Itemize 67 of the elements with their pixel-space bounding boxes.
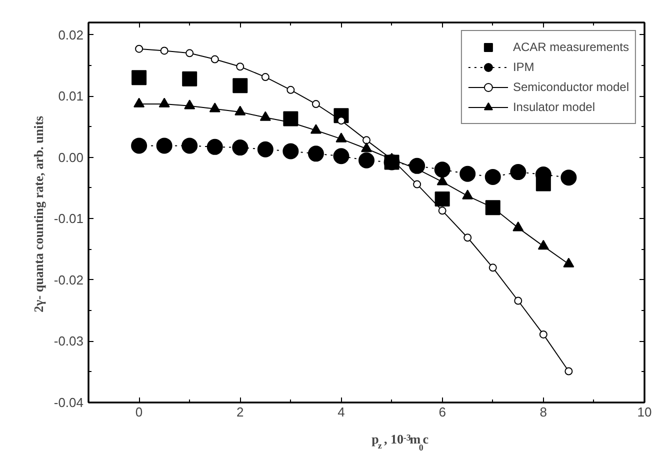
- y-tick-label: 0.00: [58, 150, 84, 165]
- point: [337, 116, 346, 125]
- point: [232, 78, 248, 94]
- point: [282, 143, 299, 160]
- y-tick-label: -0.04: [54, 395, 84, 410]
- point: [209, 102, 220, 112]
- y-tick-label: -0.01: [54, 211, 84, 226]
- point: [308, 146, 324, 162]
- legend-label: IPM: [512, 59, 534, 75]
- point: [538, 240, 549, 250]
- point: [236, 62, 244, 71]
- point: [358, 152, 374, 168]
- point: [564, 367, 573, 376]
- point: [312, 100, 320, 108]
- point: [362, 136, 370, 144]
- point: [261, 73, 270, 82]
- y-axis-title: 2γ- quanta counting rate, arb. units: [30, 116, 46, 312]
- point: [462, 190, 474, 200]
- point: [210, 55, 219, 64]
- point: [464, 234, 472, 242]
- point: [438, 206, 446, 215]
- legend-label: ACAR measurements: [512, 39, 629, 55]
- point: [160, 46, 168, 55]
- point: [434, 162, 450, 178]
- point: [234, 106, 246, 116]
- point: [186, 49, 194, 58]
- point: [131, 138, 148, 154]
- point: [184, 100, 196, 110]
- point: [514, 296, 522, 305]
- y-tick-label: -0.02: [54, 272, 84, 288]
- x-tick-label: 10: [637, 404, 652, 420]
- legend-label: Semiconductor model: [512, 79, 629, 95]
- x-tick-label: 4: [338, 404, 345, 420]
- point: [512, 222, 524, 232]
- point: [310, 124, 322, 134]
- point: [232, 140, 248, 156]
- y-tick-label: 0.02: [58, 27, 84, 42]
- legend-label: Insulator model: [512, 99, 595, 115]
- point: [361, 142, 372, 152]
- point: [182, 138, 198, 154]
- point: [182, 71, 198, 86]
- point: [336, 132, 347, 142]
- y-tick-label: -0.03: [54, 334, 84, 349]
- point: [260, 111, 271, 121]
- point: [134, 98, 145, 108]
- point: [510, 164, 526, 180]
- point: [257, 141, 274, 158]
- point: [484, 168, 501, 185]
- point: [156, 138, 172, 154]
- point: [539, 330, 548, 338]
- x-tick-label: 2: [236, 404, 244, 420]
- point: [488, 264, 497, 272]
- point: [434, 192, 450, 207]
- point: [460, 166, 476, 182]
- point: [286, 86, 295, 94]
- point: [206, 138, 223, 155]
- point: [413, 180, 422, 188]
- point: [560, 170, 577, 186]
- y-tick-label: 0.01: [58, 88, 84, 104]
- x-tick-label: 0: [135, 404, 143, 420]
- point: [333, 148, 350, 164]
- x-tick-label: 8: [540, 404, 548, 420]
- point: [158, 98, 170, 108]
- point: [563, 258, 574, 268]
- x-tick-label: 6: [438, 404, 446, 420]
- point: [132, 70, 147, 86]
- point: [135, 44, 144, 53]
